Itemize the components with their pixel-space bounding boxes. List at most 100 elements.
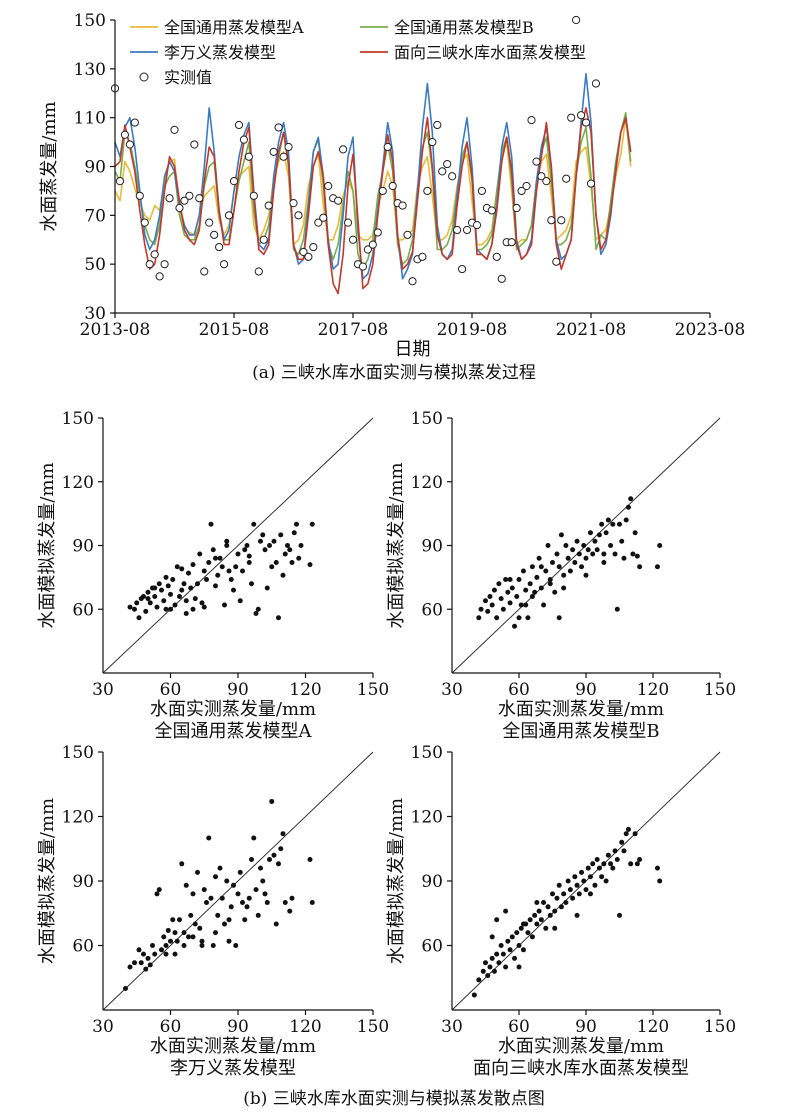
caption-a: (a) 三峡水库水面实测与模拟蒸发过程 [252, 363, 536, 383]
observed-point [200, 267, 209, 276]
y-tick-label: 120 [62, 473, 94, 493]
observed-point [135, 191, 144, 200]
y-tick-label: 90 [421, 537, 443, 557]
observed-point [259, 235, 268, 244]
scatter-point [603, 878, 609, 884]
x-tick-label: 150 [704, 680, 736, 700]
scatter-point [143, 966, 149, 972]
scatter-point [269, 798, 275, 804]
scatter-point [532, 912, 538, 918]
scatter-point [601, 551, 607, 557]
scatter-point [159, 587, 164, 593]
scatter-point [525, 615, 531, 621]
scatter-point [614, 606, 620, 612]
scatter-point [271, 538, 277, 544]
scatter-point [201, 568, 207, 574]
x-tick-label: 60 [160, 680, 182, 700]
scatter-point [507, 600, 513, 606]
scatter-point [278, 846, 284, 852]
scatter-point [552, 925, 558, 931]
y-tick-label: 130 [74, 60, 106, 80]
scatter-point [603, 530, 609, 536]
scatter-point [572, 560, 578, 565]
caption-b: (b) 三峡水库水面实测与模拟蒸发散点图 [243, 1089, 545, 1109]
scatter-point [471, 992, 477, 998]
observed-point [562, 174, 571, 183]
scatter-point [585, 865, 591, 871]
scatter-point [219, 895, 225, 901]
scatter-point [585, 547, 591, 553]
scatter-point [565, 878, 571, 884]
scatter-point [518, 925, 524, 931]
scatter-point [630, 551, 636, 557]
scatter-point [170, 577, 176, 582]
scatter-point [605, 517, 611, 523]
panel-title: 全国通用蒸发模型A [155, 721, 313, 742]
scatter-point [599, 521, 605, 527]
x-tick-label: 60 [508, 680, 530, 700]
scatter-point [181, 930, 187, 936]
scatter-point [610, 865, 616, 871]
scatter-point [251, 835, 257, 841]
scatter-point [581, 878, 587, 884]
scatter-point [561, 891, 567, 897]
scatter-point [156, 581, 162, 587]
scatter-point [309, 900, 315, 905]
scatter-point [494, 917, 500, 923]
observed-point [289, 199, 298, 208]
observed-point [512, 203, 521, 213]
x-tick-label: 150 [357, 1017, 389, 1037]
observed-point [438, 167, 447, 176]
scatter-point [152, 951, 158, 957]
scatter-point [249, 581, 254, 587]
observed-point [507, 238, 516, 247]
observed-point [215, 242, 224, 252]
y-axis-label: 水面模拟蒸发量/mm [386, 798, 407, 964]
observed-point [581, 118, 591, 127]
y-axis-label: 水面模拟蒸发量/mm [37, 462, 58, 628]
scatter-point [536, 908, 542, 914]
observed-point [190, 140, 199, 149]
scatter-point [614, 857, 620, 862]
scatter-point [583, 555, 589, 561]
scatter-point [485, 973, 491, 979]
observed-point [457, 264, 467, 274]
observed-point [586, 179, 596, 188]
y-tick-label: 150 [411, 409, 443, 429]
scatter-point [255, 606, 261, 612]
scatter-point [534, 900, 540, 905]
scatter-point [246, 560, 252, 565]
scatter-point [190, 562, 196, 568]
y-tick-label: 150 [74, 11, 106, 31]
scatter-point [201, 604, 207, 610]
legend-label: 实测值 [164, 68, 212, 87]
scatter-point [654, 865, 660, 871]
scatter-point [619, 538, 625, 544]
scatter-point [523, 602, 529, 608]
x-tick-label: 30 [441, 1017, 463, 1037]
scatter-point [145, 589, 151, 595]
panel-title: 全国通用蒸发模型B [502, 721, 659, 742]
scatter-point [496, 960, 502, 966]
scatter-point [503, 964, 509, 970]
scatter-point [267, 857, 272, 862]
x-axis-label: 日期 [395, 339, 431, 360]
scatter-point [226, 938, 232, 944]
observed-point [448, 172, 457, 181]
scatter-point [190, 891, 196, 897]
scatter-point [165, 583, 171, 589]
observed-point [210, 230, 219, 239]
scatter-point [170, 917, 176, 923]
scatter-point [197, 925, 203, 931]
observed-point [542, 177, 551, 186]
x-axis-label: 水面实测蒸发量/mm [150, 1036, 316, 1057]
scatter-point [253, 611, 259, 616]
scatter-point [161, 598, 167, 604]
observed-point [358, 262, 368, 271]
scatter-point [208, 521, 214, 527]
scatter-point [161, 934, 167, 940]
scatter-point [538, 585, 544, 591]
scatter-point [583, 572, 589, 578]
